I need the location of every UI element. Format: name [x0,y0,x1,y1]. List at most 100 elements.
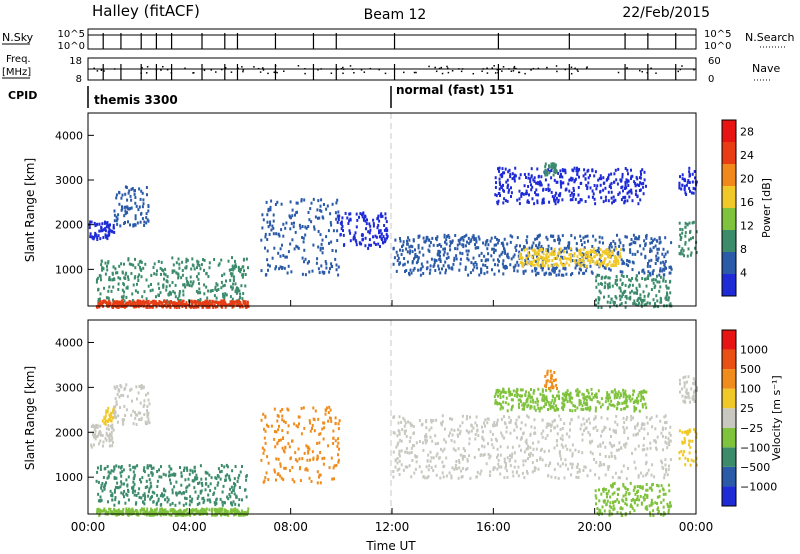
scatter-cell [626,395,629,399]
scatter-cell [607,276,610,280]
scatter-cell [594,406,597,410]
scatter-cell [609,301,612,305]
scatter-cell [221,274,224,278]
scatter-cell [535,188,538,192]
scatter-cell [610,172,613,176]
scatter-cell [131,511,134,515]
scatter-cell [586,234,589,238]
scatter-cell [480,469,483,473]
scatter-cell [188,300,191,304]
scatter-cell [327,444,330,448]
scatter-cell [214,503,217,507]
scatter-cell [134,214,137,218]
scatter-cell [663,415,666,419]
scatter-cell [219,300,222,304]
scatter-cell [405,269,408,272]
scatter-cell [171,303,174,307]
scatter-cell [505,396,508,400]
scatter-cell [610,190,613,194]
scatter-cell [623,431,626,434]
scatter-cell [370,243,372,247]
nave-dot [482,68,485,70]
scatter-cell [402,416,405,420]
scatter-cell [298,223,301,227]
scatter-cell [124,212,127,216]
scatter-cell [400,449,403,453]
scatter-cell [120,480,123,484]
scatter-cell [296,425,299,429]
scatter-cell [630,188,633,192]
scatter-cell [300,199,303,203]
scatter-cell [135,494,138,497]
scatter-cell [567,393,570,397]
scatter-cell [384,216,387,220]
scatter-cell [643,178,646,182]
scatter-cell [325,207,328,211]
scatter-cell [242,292,245,295]
scatter-cell [512,474,515,478]
scatter-cell [239,470,242,474]
scatter-cell [629,250,632,254]
scatter-cell [123,482,125,486]
nsearch-label: N.Search [745,31,795,44]
scatter-cell [323,456,326,460]
scatter-cell [200,509,203,513]
scatter-cell [241,275,244,279]
scatter-cell [667,296,670,300]
scatter-cell [561,175,564,179]
scatter-cell [108,435,111,438]
scatter-cell [431,236,434,240]
scatter-cell [123,205,126,209]
scatter-cell [514,422,517,425]
scatter-cell [211,508,214,512]
scatter-cell [117,389,120,393]
scatter-cell [614,391,617,395]
scatter-cell [182,299,185,303]
scatter-cell [536,271,539,275]
scatter-cell [425,420,428,424]
scatter-cell [597,301,600,305]
scatter-cell [214,486,217,490]
scatter-cell [331,202,334,206]
scatter-cell [526,447,529,451]
scatter-cell [504,199,507,203]
scatter-cell [122,422,125,426]
scatter-cell [545,382,548,386]
scatter-cell [570,176,573,180]
scatter-cell [501,434,504,438]
scatter-cell [461,457,464,461]
scatter-cell [633,389,635,393]
scatter-cell [654,278,657,282]
scatter-cell [503,390,506,394]
scatter-cell [457,476,460,480]
scatter-cell [617,401,620,404]
scatter-cell [302,406,305,410]
scatter-cell [212,300,215,304]
scatter-cell [142,385,145,389]
scatter-cell [127,258,130,262]
scatter-cell [415,261,418,265]
scatter-cell [187,477,190,481]
scatter-cell [550,234,552,238]
scatter-cell [484,424,486,428]
scatter-cell [162,285,165,289]
scatter-cell [398,454,401,458]
scatter-cell [187,283,190,287]
scatter-cell [160,475,163,479]
scatter-cell [336,229,339,233]
scatter-cell [152,302,155,306]
scatter-cell [551,381,553,385]
scatter-cell [401,428,404,431]
scatter-cell [646,421,649,425]
scatter-cell [93,221,96,225]
scatter-cell [650,249,653,253]
scatter-cell [664,427,667,431]
scatter-cell [639,298,642,302]
scatter-cell [605,248,608,252]
scatter-cell [644,277,647,281]
scatter-cell [94,231,97,235]
scatter-cell [352,237,355,241]
scatter-cell [525,390,527,394]
scatter-cell [557,462,559,466]
scatter-cell [497,238,500,242]
